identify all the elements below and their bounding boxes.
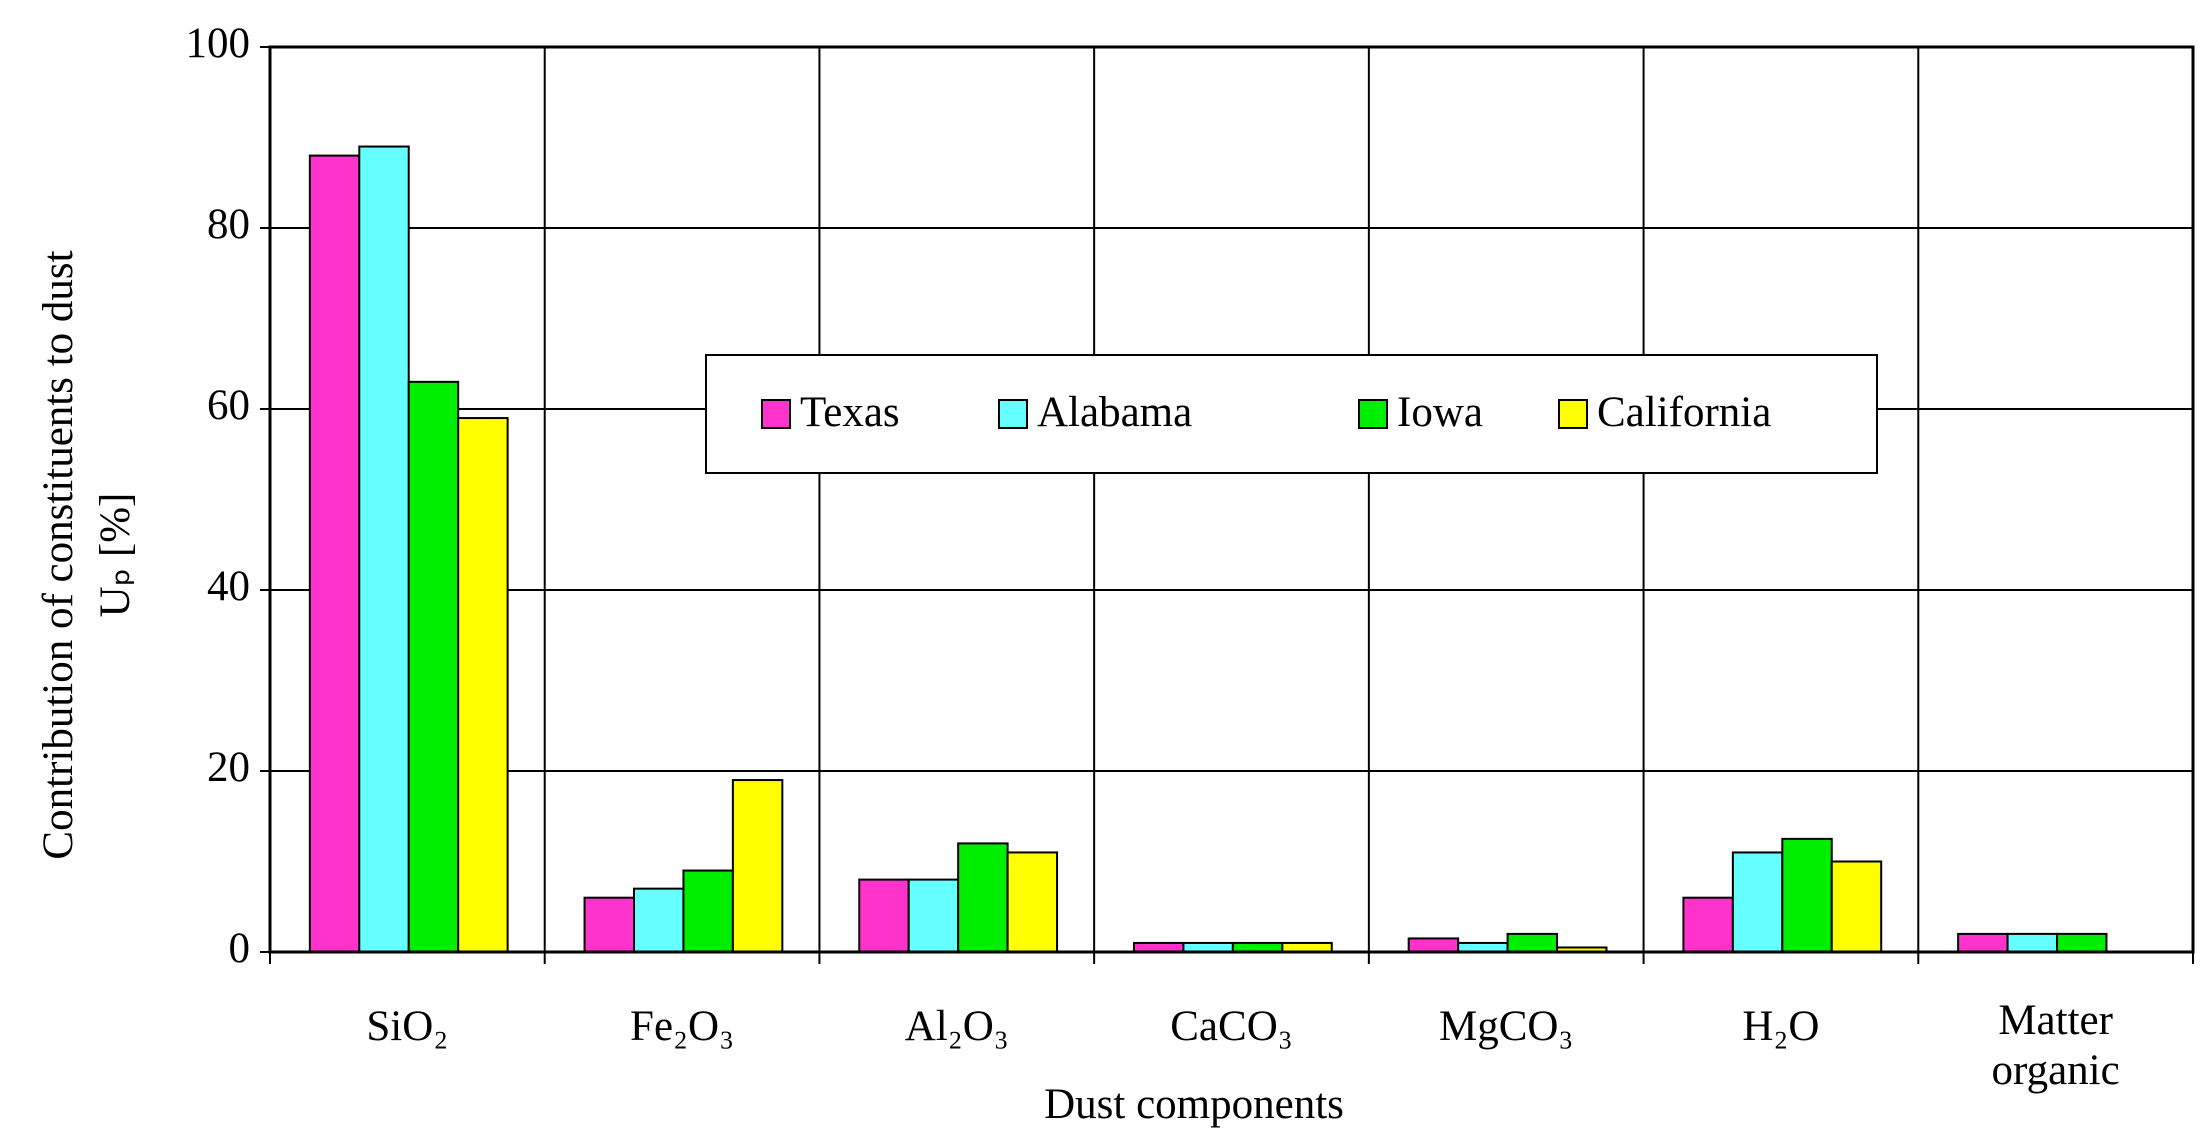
legend-swatch <box>1358 399 1388 429</box>
bar <box>308 154 361 954</box>
bar <box>1830 860 1883 953</box>
x-tick-label: CaCO₃ <box>1170 1003 1293 1050</box>
bar <box>1506 932 1559 954</box>
x-tick-label: Al₂O₃ <box>905 1003 1009 1050</box>
y-axis-label: Uₚ [%] <box>92 493 139 618</box>
y-tick-label: 60 <box>207 382 250 429</box>
bar <box>858 878 910 953</box>
x-tick-label: H₂O <box>1742 1003 1819 1050</box>
bar <box>957 842 1009 954</box>
y-tick-label: 20 <box>207 744 250 791</box>
bar <box>682 869 734 953</box>
legend-swatch <box>998 399 1028 429</box>
bar <box>1006 851 1059 954</box>
legend-box <box>705 354 1878 474</box>
bar <box>1957 932 2009 954</box>
bar <box>358 145 410 954</box>
bar <box>1682 896 1734 954</box>
legend-swatch <box>1558 399 1588 429</box>
legend-label: Alabama <box>1037 389 1192 436</box>
bar <box>2056 932 2108 954</box>
x-tick-label: SiO₂ <box>366 1003 448 1050</box>
legend-label: California <box>1597 389 1771 436</box>
legend-label: Iowa <box>1397 389 1483 436</box>
y-tick-label: 0 <box>229 925 251 972</box>
y-tick-label: 40 <box>207 563 250 610</box>
plot-frame <box>268 45 2195 954</box>
bar <box>2006 932 2059 954</box>
bar <box>1781 837 1833 953</box>
legend-swatch <box>761 399 791 429</box>
bar <box>731 779 784 953</box>
x-tick-label: MgCO₃ <box>1439 1003 1573 1050</box>
x-tick-label: Matter organic <box>1992 997 2120 1094</box>
bar <box>907 878 960 953</box>
y-tick-label: 80 <box>207 201 250 248</box>
legend-label: Texas <box>800 389 900 436</box>
y-tick-label: 100 <box>186 20 251 67</box>
bar <box>1407 937 1460 953</box>
bar <box>1731 851 1784 954</box>
bar <box>407 380 460 954</box>
bar <box>457 417 509 953</box>
x-tick-label: Fe₂O₃ <box>630 1003 734 1050</box>
bar <box>583 896 635 954</box>
bar <box>632 887 685 954</box>
x-axis-label: Dust components <box>1044 1081 1344 1128</box>
y-axis-label: Contribution of constituents to dust <box>35 250 82 859</box>
